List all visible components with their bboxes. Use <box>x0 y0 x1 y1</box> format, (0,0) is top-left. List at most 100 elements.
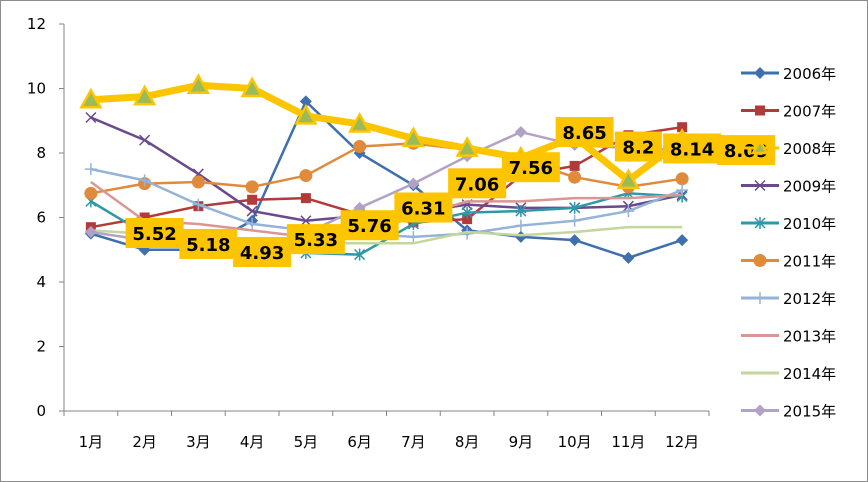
data-point <box>455 136 479 157</box>
data-point <box>299 169 313 183</box>
data-point <box>246 217 259 230</box>
data-label-text: 4.93 <box>240 243 284 264</box>
data-label-text: 5.76 <box>347 216 391 237</box>
legend-label: 2007年 <box>783 103 836 121</box>
y-tick-label: 12 <box>27 15 46 33</box>
data-label-box <box>340 210 399 241</box>
legend-swatch-marker <box>750 138 770 155</box>
legend-swatch-marker <box>754 179 766 192</box>
data-point <box>676 184 689 197</box>
x-tick-label: 8月 <box>455 433 480 451</box>
data-point <box>461 206 473 219</box>
legend-swatch-marker <box>753 254 767 267</box>
data-point <box>677 122 688 133</box>
data-label-box <box>179 228 238 259</box>
legend-entry: 2013年 <box>741 328 836 346</box>
legend-entry: 2011年 <box>741 253 836 271</box>
data-point <box>676 234 689 247</box>
data-point <box>85 111 97 124</box>
data-point <box>84 226 97 239</box>
x-tick-label: 6月 <box>347 433 372 451</box>
data-point <box>246 205 258 217</box>
data-point <box>191 175 205 189</box>
data-label-box <box>614 131 662 162</box>
data-point <box>300 193 311 204</box>
data-labels: 5.52 5.18 4.93 5.33 5.76 6.31 7.06 7.56 8.65 8.2 8… <box>125 117 776 268</box>
legend-label: 2012年 <box>783 290 836 308</box>
legend-label: 2006年 <box>783 65 836 83</box>
data-point <box>568 170 582 184</box>
y-tick-label: 4 <box>36 273 46 291</box>
data-label-text: 5.18 <box>186 235 230 256</box>
data-point <box>407 230 420 243</box>
legend-entry: 2008年 <box>741 138 836 158</box>
legend-entry: 2014年 <box>741 365 836 383</box>
legend-label: 2014年 <box>783 365 836 383</box>
data-label-box <box>233 237 292 268</box>
data-point <box>622 205 635 218</box>
data-point <box>79 87 103 109</box>
data-label-text: 6.31 <box>401 199 445 220</box>
legend-entry: 2007年 <box>741 103 836 121</box>
data-label-text: 8.65 <box>562 123 606 144</box>
data-label-box <box>286 224 345 255</box>
y-tick-label: 8 <box>36 144 46 162</box>
data-label: 5.18 <box>179 228 238 259</box>
legend-label: 2009年 <box>783 178 836 196</box>
series-line <box>90 142 683 195</box>
data-point <box>401 126 426 148</box>
data-label: 7.56 <box>501 152 560 183</box>
data-point <box>132 84 157 106</box>
data-label-box <box>394 192 453 223</box>
legend-label: 2010年 <box>783 215 836 233</box>
legend-swatch-marker <box>754 292 766 304</box>
legend-entry: 2006年 <box>741 65 836 83</box>
x-tick-label: 11月 <box>611 433 645 451</box>
data-point <box>568 214 581 227</box>
data-label: 8.65 <box>555 117 614 148</box>
data-label-box <box>501 152 560 183</box>
data-point <box>247 194 258 205</box>
data-point <box>186 73 211 95</box>
data-point <box>675 172 689 186</box>
axes: 0 2 4 6 8 10 12 1月 2月 3月 4月 5月 6月 7月 8月 9月 10月 11月 12月 <box>27 15 710 451</box>
data-label: 4.93 <box>233 237 292 268</box>
y-tick-label: 0 <box>36 402 46 420</box>
legend-entry: 2009年 <box>741 178 836 196</box>
x-tick-label: 3月 <box>186 433 211 451</box>
legend: 2006年 2007年 2008年 2009年 2010年 2011年 2012年 2013年… <box>741 65 836 421</box>
x-tick-label: 12月 <box>665 433 699 451</box>
data-point <box>299 95 312 108</box>
x-tick-label: 10月 <box>558 433 592 451</box>
data-point <box>354 248 366 261</box>
x-tick-label: 2月 <box>132 433 157 451</box>
y-tick-label: 2 <box>36 338 46 356</box>
data-point <box>138 174 151 187</box>
data-point <box>514 219 527 232</box>
data-point <box>407 177 420 190</box>
y-tick-label: 6 <box>36 209 46 227</box>
legend-swatch-marker <box>754 404 766 417</box>
data-point <box>240 76 264 98</box>
legend-label: 2011年 <box>783 253 836 271</box>
data-point <box>84 163 97 176</box>
data-label-box <box>448 168 507 199</box>
data-point <box>514 126 527 139</box>
data-label-text: 5.52 <box>132 224 176 245</box>
data-label-box <box>663 133 722 164</box>
data-point <box>622 251 635 264</box>
legend-swatch-marker <box>755 105 765 116</box>
data-point <box>300 215 312 227</box>
legend-swatch-marker <box>754 217 766 229</box>
x-tick-label: 9月 <box>509 433 534 451</box>
legend-entry: 2012年 <box>741 290 836 308</box>
legend-entry: 2015年 <box>741 403 836 421</box>
data-point <box>462 214 473 225</box>
data-label: 6.31 <box>394 192 453 223</box>
data-label: 5.52 <box>125 217 184 248</box>
legend-swatch-marker <box>754 67 766 79</box>
data-point <box>84 186 98 200</box>
data-label-text: 7.56 <box>509 158 553 179</box>
